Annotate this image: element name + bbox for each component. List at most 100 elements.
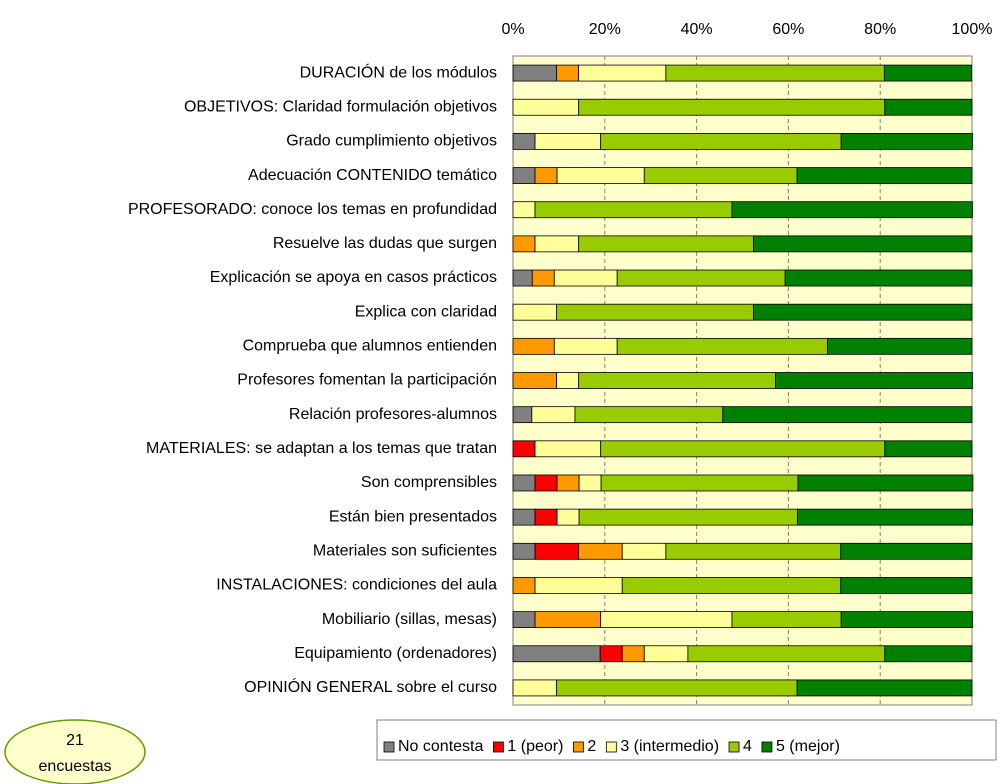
bar-segment bbox=[512, 645, 601, 663]
bar-segment bbox=[621, 542, 667, 560]
bar-segment bbox=[556, 474, 580, 492]
bar-segment bbox=[884, 98, 973, 116]
bar-segment bbox=[512, 406, 533, 424]
bar-segment bbox=[512, 508, 536, 526]
bar-segment bbox=[884, 440, 973, 458]
annotation: 21 bbox=[66, 732, 84, 749]
bar-segment bbox=[534, 611, 602, 629]
legend-swatch bbox=[761, 741, 773, 753]
bar-segment bbox=[512, 611, 536, 629]
bar-segment bbox=[512, 167, 536, 184]
bar-segment bbox=[797, 508, 973, 526]
bar-segment bbox=[556, 372, 580, 389]
bar-segment bbox=[731, 201, 973, 219]
bar-segment bbox=[512, 269, 533, 287]
x-tick-label: 100% bbox=[952, 21, 993, 38]
bar-segment bbox=[753, 303, 973, 321]
bar-segment bbox=[534, 132, 602, 150]
bar-segment bbox=[534, 201, 733, 219]
bar-segment bbox=[534, 508, 558, 526]
bar-segment bbox=[534, 542, 580, 560]
bar-segment bbox=[531, 406, 576, 424]
legend-label: No contesta bbox=[398, 738, 483, 755]
bar-segment bbox=[553, 337, 618, 355]
y-tick-label: Materiales son suficientes bbox=[313, 543, 497, 560]
bar-segment bbox=[616, 337, 828, 355]
bar-segment bbox=[600, 611, 733, 629]
bar-segment bbox=[578, 542, 623, 560]
y-tick-label: Equipamiento (ordenadores) bbox=[294, 645, 497, 662]
bar-segment bbox=[531, 269, 555, 287]
x-tick-label: 80% bbox=[864, 21, 896, 38]
bar-segment bbox=[840, 132, 973, 150]
y-tick-label: Mobiliario (sillas, mesas) bbox=[322, 611, 497, 628]
x-tick-label: 20% bbox=[589, 21, 621, 38]
y-tick-label: Profesores fomentan la participación bbox=[237, 372, 497, 389]
legend-swatch bbox=[728, 741, 740, 753]
legend-swatch bbox=[492, 741, 504, 753]
bar-segment bbox=[731, 611, 842, 629]
bar-segment bbox=[840, 611, 973, 629]
y-tick-label: Explicación se apoya en casos prácticos bbox=[210, 269, 497, 286]
legend-box bbox=[376, 719, 997, 761]
bar-segment bbox=[884, 645, 973, 663]
bar-segment bbox=[665, 542, 842, 560]
bar-segment bbox=[621, 577, 842, 594]
bar-segment bbox=[621, 645, 645, 663]
bar-segment bbox=[665, 64, 885, 82]
bar-segment bbox=[578, 64, 667, 82]
bar-segment bbox=[827, 337, 973, 355]
bar-segment bbox=[578, 98, 886, 116]
bar-segment bbox=[512, 577, 536, 594]
legend-label: 2 bbox=[587, 738, 596, 755]
legend-label: 1 (peor) bbox=[507, 738, 563, 755]
bar-segment bbox=[600, 132, 842, 150]
bar-segment bbox=[797, 474, 974, 492]
bar-segment bbox=[784, 269, 973, 287]
bar-segment bbox=[775, 372, 973, 389]
y-tick-label: Relación profesores-alumnos bbox=[289, 406, 497, 423]
bar-segment bbox=[512, 542, 536, 560]
legend-swatch bbox=[605, 741, 617, 753]
legend-swatch bbox=[573, 741, 584, 753]
bar-segment bbox=[578, 372, 776, 389]
bar-segment bbox=[553, 269, 618, 287]
bar-segment bbox=[556, 167, 645, 184]
y-tick-label: Resuelve las dudas que surgen bbox=[273, 235, 497, 252]
y-tick-label: OBJETIVOS: Claridad formulación objetivo… bbox=[184, 98, 497, 115]
y-tick-label: Adecuación CONTENIDO temático bbox=[248, 167, 497, 184]
bar-segment bbox=[599, 645, 623, 663]
annotation: encuestas bbox=[39, 758, 112, 775]
bar-segment bbox=[512, 98, 580, 116]
legend-label: 5 (mejor) bbox=[776, 738, 840, 755]
bar-segment bbox=[753, 235, 973, 253]
bar-segment bbox=[600, 474, 799, 492]
bar-segment bbox=[643, 645, 689, 663]
bar-segment bbox=[616, 269, 786, 287]
bar-segment bbox=[534, 167, 558, 184]
bar-segment bbox=[512, 303, 558, 321]
bar-segment bbox=[512, 440, 536, 458]
y-tick-label: Grado cumplimiento objetivos bbox=[286, 133, 497, 150]
y-tick-label: PROFESORADO: conoce los temas en profund… bbox=[128, 201, 497, 218]
bar-segment bbox=[840, 577, 973, 594]
x-tick-label: 0% bbox=[501, 21, 524, 38]
y-tick-label: DURACIÓN de los módulos bbox=[300, 62, 497, 81]
bar-segment bbox=[687, 645, 886, 663]
bar-segment bbox=[796, 679, 973, 697]
bar-segment bbox=[534, 235, 580, 253]
y-tick-label: Comprueba que alumnos entienden bbox=[243, 338, 497, 355]
y-tick-label: Están bien presentados bbox=[329, 508, 497, 525]
bar-segment bbox=[534, 440, 602, 458]
bar-segment bbox=[600, 440, 886, 458]
y-tick-label: INSTALACIONES: condiciones del aula bbox=[216, 577, 497, 594]
bar-segment bbox=[796, 167, 973, 184]
bar-segment bbox=[574, 406, 724, 424]
bar-segment bbox=[512, 372, 558, 389]
annotation-ellipse bbox=[4, 719, 146, 784]
bar-segment bbox=[512, 474, 536, 492]
bar-segment bbox=[556, 508, 580, 526]
bar-segment bbox=[578, 235, 754, 253]
y-tick-label: Explica con claridad bbox=[355, 303, 497, 320]
